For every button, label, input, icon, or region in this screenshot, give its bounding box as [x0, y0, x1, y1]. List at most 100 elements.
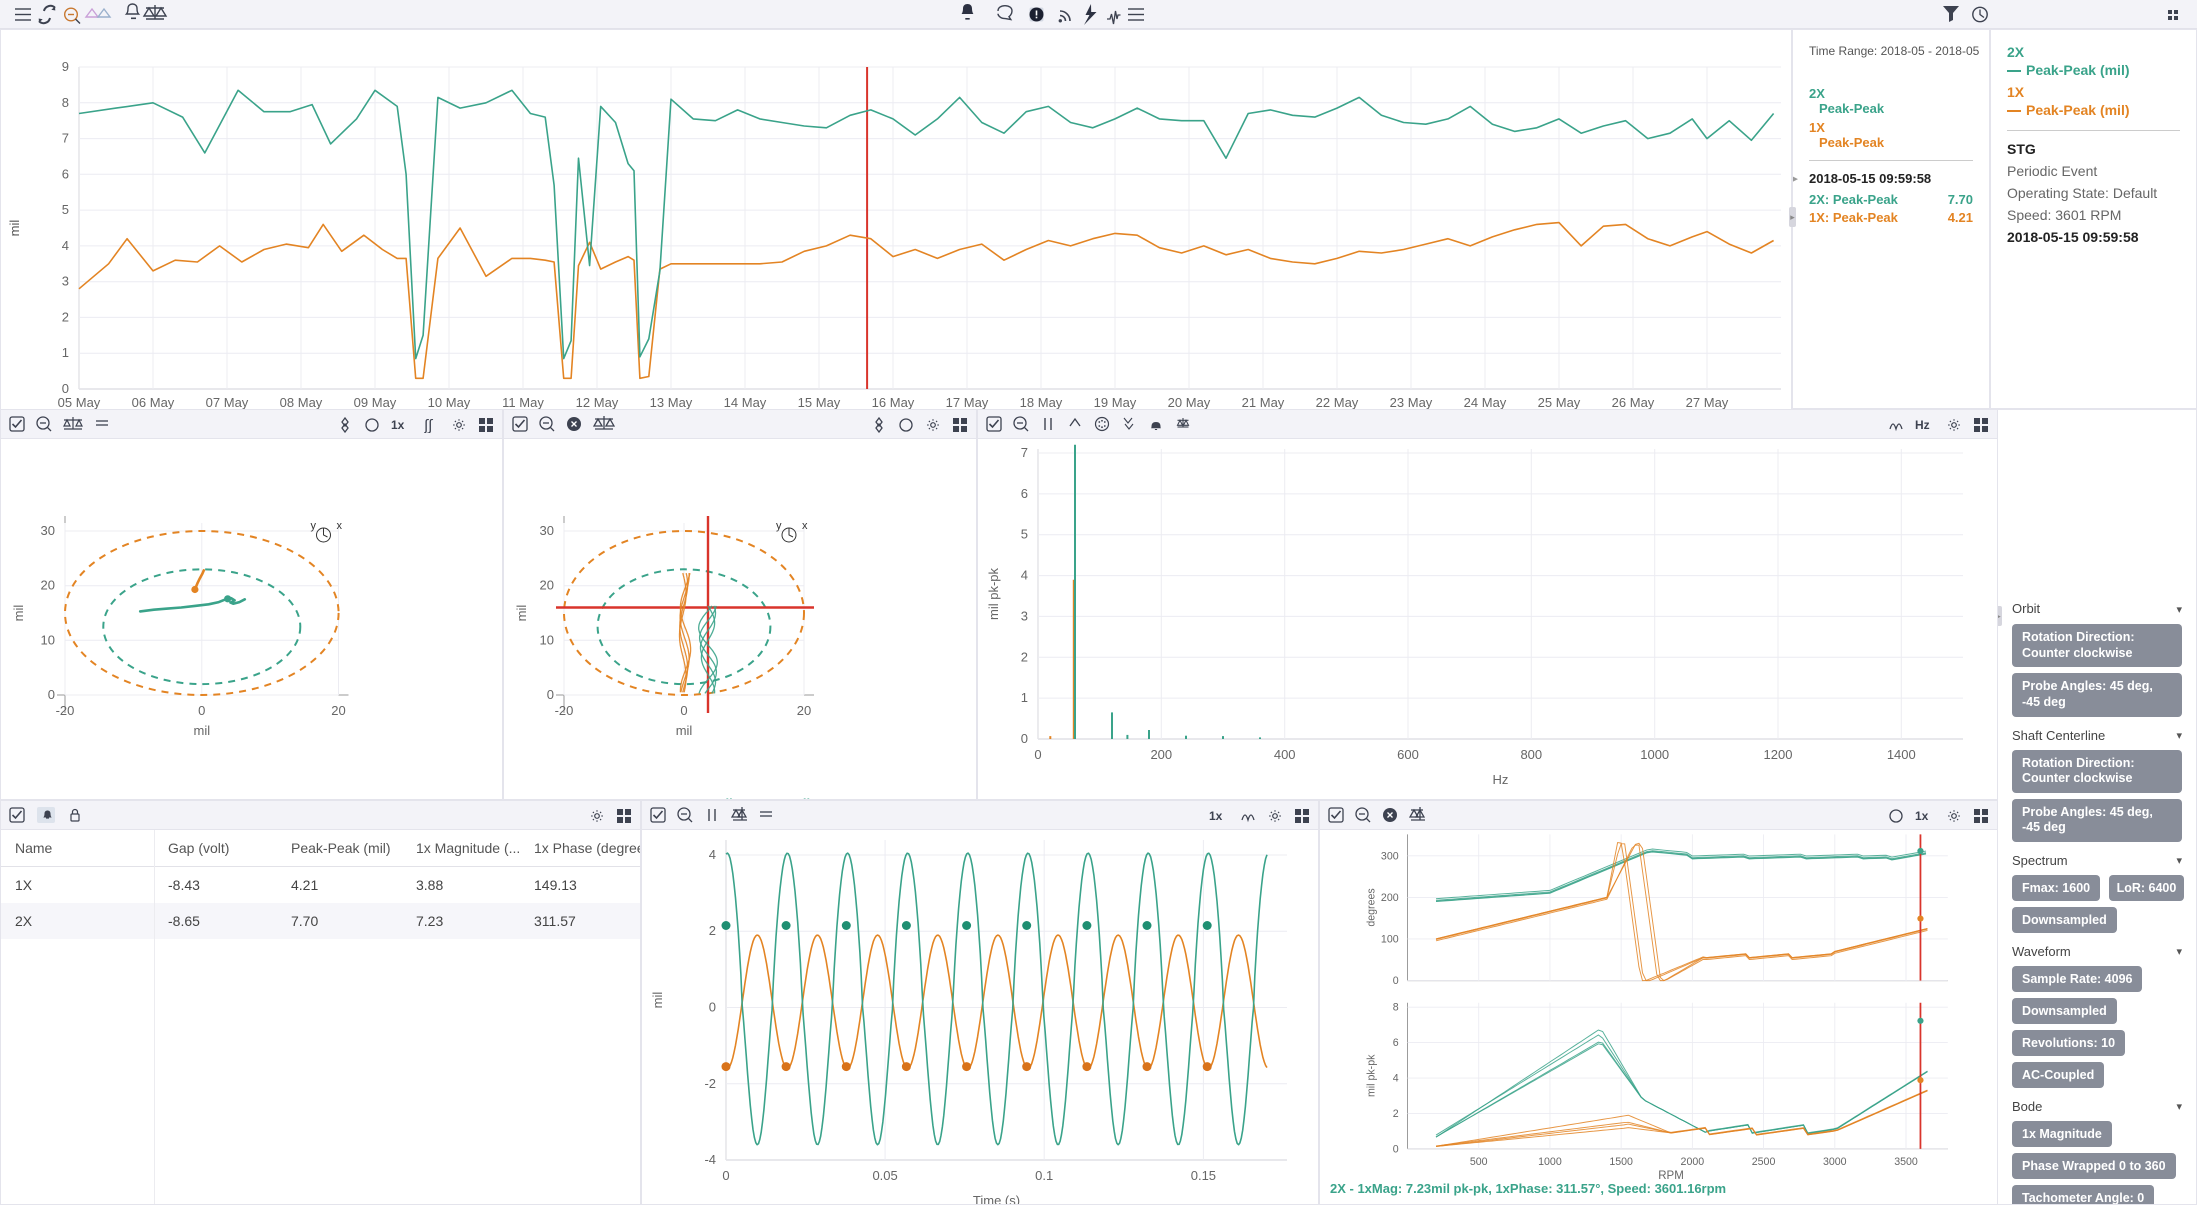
svg-text:-20: -20	[555, 703, 574, 718]
svg-text:0: 0	[1034, 747, 1041, 762]
svg-text:x: x	[802, 520, 808, 532]
svg-text:mil: mil	[11, 605, 26, 622]
svg-text:20: 20	[540, 578, 554, 593]
svg-text:7: 7	[1021, 445, 1028, 460]
svg-text:16 May: 16 May	[872, 395, 915, 410]
svg-text:0.1: 0.1	[1035, 1168, 1053, 1183]
svg-text:30: 30	[540, 523, 554, 538]
svg-text:0: 0	[680, 703, 687, 718]
svg-text:25 May: 25 May	[1538, 395, 1581, 410]
svg-text:y: y	[311, 520, 317, 532]
svg-text:x: x	[337, 520, 343, 532]
svg-text:10 May: 10 May	[428, 395, 471, 410]
svg-text:27 May: 27 May	[1686, 395, 1729, 410]
svg-text:11 May: 11 May	[502, 395, 544, 410]
svg-text:23 May: 23 May	[1390, 395, 1433, 410]
svg-text:3: 3	[1021, 608, 1028, 623]
svg-text:200: 200	[1381, 892, 1399, 904]
svg-text:0: 0	[1021, 731, 1028, 746]
svg-text:15 May: 15 May	[798, 395, 841, 410]
svg-text:mil: mil	[676, 723, 693, 738]
svg-text:6: 6	[62, 166, 69, 181]
svg-text:2500: 2500	[1752, 1156, 1776, 1168]
svg-text:mil: mil	[514, 605, 529, 622]
svg-text:24 May: 24 May	[1464, 395, 1507, 410]
svg-text:2: 2	[709, 923, 716, 938]
svg-text:600: 600	[1397, 747, 1419, 762]
svg-text:9: 9	[62, 59, 69, 74]
svg-text:-2: -2	[704, 1076, 716, 1091]
svg-text:1000: 1000	[1640, 747, 1669, 762]
svg-text:0: 0	[1393, 1143, 1399, 1155]
svg-text:mil pk-pk: mil pk-pk	[1366, 1054, 1378, 1097]
svg-text:1200: 1200	[1764, 747, 1793, 762]
svg-text:7: 7	[62, 131, 69, 146]
svg-text:13 May: 13 May	[650, 395, 693, 410]
svg-text:y: y	[776, 520, 782, 532]
svg-text:4: 4	[62, 238, 69, 253]
svg-text:400: 400	[1274, 747, 1296, 762]
svg-text:17 May: 17 May	[946, 395, 989, 410]
svg-text:2000: 2000	[1681, 1156, 1705, 1168]
svg-text:0.05: 0.05	[872, 1168, 897, 1183]
svg-text:09 May: 09 May	[354, 395, 397, 410]
svg-text:Hz: Hz	[1915, 418, 1930, 432]
svg-text:2: 2	[1021, 649, 1028, 664]
svg-text:6: 6	[1393, 1037, 1399, 1049]
svg-text:-20: -20	[56, 703, 75, 718]
svg-text:26 May: 26 May	[1612, 395, 1655, 410]
svg-text:0: 0	[709, 1000, 716, 1015]
svg-text:08 May: 08 May	[280, 395, 323, 410]
svg-text:2: 2	[62, 309, 69, 324]
svg-text:0: 0	[48, 687, 55, 702]
svg-text:∫∫: ∫∫	[424, 417, 434, 433]
svg-text:mil: mil	[7, 220, 22, 237]
svg-text:1x: 1x	[1915, 809, 1929, 823]
svg-text:1: 1	[62, 345, 69, 360]
svg-text:1: 1	[1021, 690, 1028, 705]
svg-text:3000: 3000	[1823, 1156, 1847, 1168]
svg-text:07 May: 07 May	[206, 395, 249, 410]
svg-text:10: 10	[540, 632, 554, 647]
svg-text:20: 20	[797, 703, 811, 718]
svg-text:2: 2	[1393, 1108, 1399, 1120]
svg-text:8: 8	[1393, 1002, 1399, 1014]
svg-text:mil: mil	[650, 992, 665, 1009]
svg-text:1x: 1x	[391, 418, 405, 432]
svg-text:mil pk-pk: mil pk-pk	[986, 568, 1001, 621]
svg-text:1000: 1000	[1538, 1156, 1562, 1168]
svg-text:5: 5	[62, 202, 69, 217]
svg-text:05 May: 05 May	[58, 395, 101, 410]
svg-text:4: 4	[1393, 1073, 1399, 1085]
svg-text:0: 0	[1393, 975, 1399, 987]
svg-text:20: 20	[41, 578, 55, 593]
svg-text:18 May: 18 May	[1020, 395, 1063, 410]
svg-text:mil: mil	[193, 723, 210, 738]
svg-text:3: 3	[62, 274, 69, 289]
svg-text:0: 0	[722, 1168, 729, 1183]
svg-text:21 May: 21 May	[1242, 395, 1285, 410]
svg-text:4: 4	[709, 847, 716, 862]
svg-text:degrees: degrees	[1366, 888, 1378, 926]
svg-text:Time (s): Time (s)	[973, 1193, 1020, 1205]
svg-text:-4: -4	[704, 1152, 716, 1167]
svg-text:0.15: 0.15	[1191, 1168, 1216, 1183]
svg-text:3500: 3500	[1894, 1156, 1918, 1168]
svg-text:500: 500	[1470, 1156, 1488, 1168]
svg-text:1400: 1400	[1887, 747, 1916, 762]
svg-text:06 May: 06 May	[132, 395, 175, 410]
svg-text:30: 30	[41, 523, 55, 538]
svg-text:12 May: 12 May	[576, 395, 619, 410]
svg-text:5: 5	[1021, 527, 1028, 542]
svg-text:4: 4	[1021, 568, 1028, 583]
svg-text:8: 8	[62, 95, 69, 110]
svg-text:20: 20	[331, 703, 345, 718]
svg-text:0: 0	[198, 703, 205, 718]
svg-text:RPM: RPM	[1658, 1170, 1684, 1179]
svg-text:0: 0	[547, 687, 554, 702]
svg-text:Hz: Hz	[1493, 772, 1509, 787]
svg-text:22 May: 22 May	[1316, 395, 1359, 410]
svg-text:800: 800	[1520, 747, 1542, 762]
svg-text:19 May: 19 May	[1094, 395, 1137, 410]
svg-text:1x: 1x	[1209, 809, 1223, 823]
